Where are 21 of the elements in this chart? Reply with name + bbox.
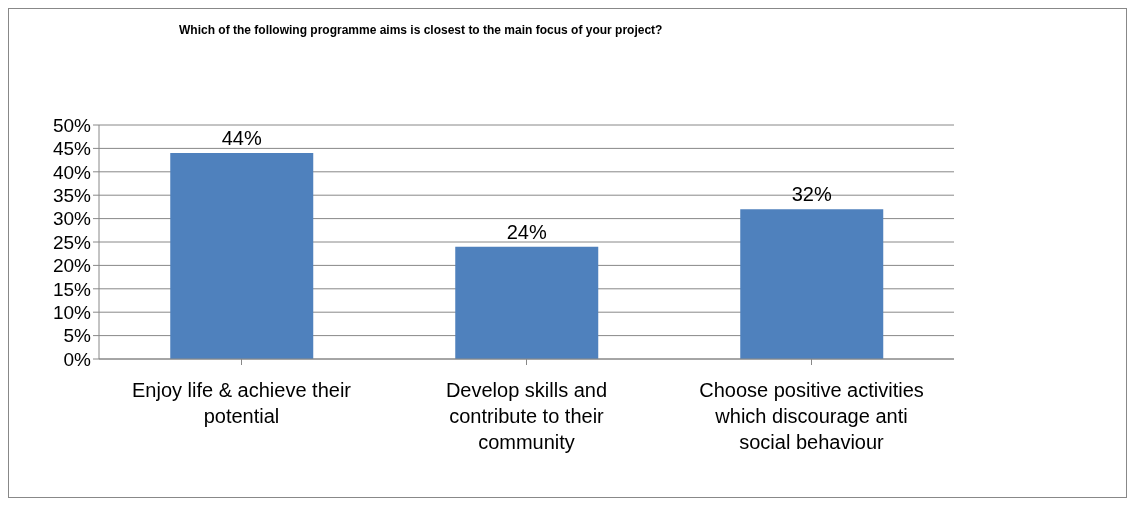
chart-title: Which of the following programme aims is closest to the main focus of your project? [178, 23, 664, 37]
y-tick-label: 5% [63, 325, 92, 347]
x-tick-label: Choose positive activities which discourage anti social behaviour [699, 379, 924, 453]
y-tick-label: 30% [52, 208, 92, 230]
y-tick-label: 0% [63, 348, 92, 370]
bar [455, 246, 599, 359]
y-tick-label: 15% [52, 278, 92, 300]
x-tick-label: Develop skills and contribute to their community [445, 379, 608, 453]
y-tick-label: 40% [52, 161, 92, 183]
y-tick-label: 20% [52, 255, 92, 277]
y-tick-label: 35% [52, 184, 92, 206]
y-tick-label: 25% [52, 231, 92, 253]
bar [740, 209, 884, 359]
x-tick-label: Enjoy life & achieve their potential [131, 379, 352, 427]
data-label: 24% [506, 220, 547, 243]
data-label: 44% [221, 127, 262, 150]
y-tick-label: 50% [52, 114, 92, 136]
y-tick-label: 10% [52, 301, 92, 323]
data-label: 32% [791, 183, 832, 206]
y-tick-label: 45% [52, 138, 92, 160]
bar [170, 153, 314, 359]
